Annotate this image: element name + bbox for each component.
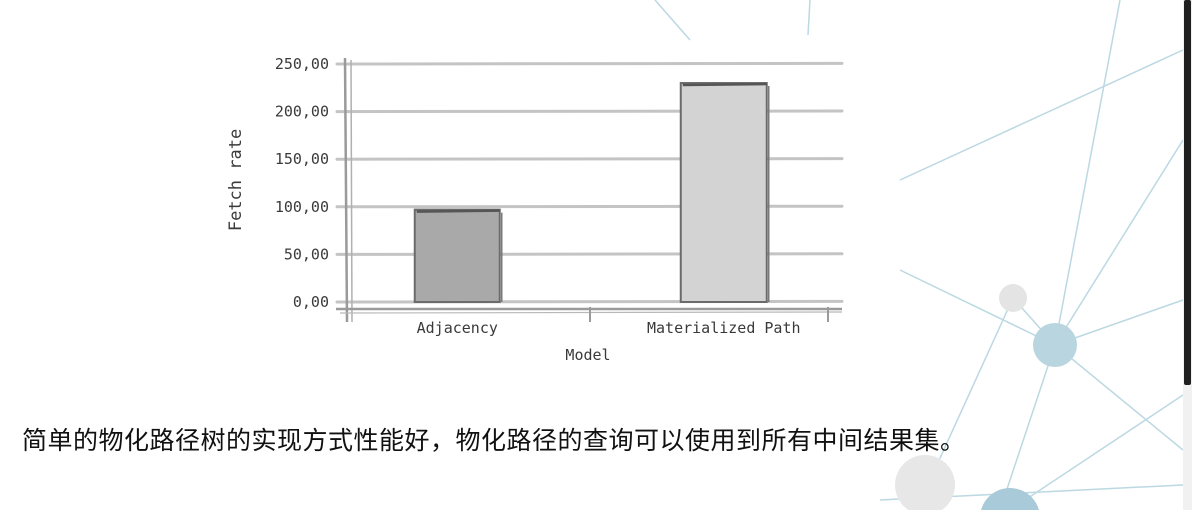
slide-caption: 简单的物化路径树的实现方式性能好，物化路径的查询可以使用到所有中间结果集。 xyxy=(22,426,966,455)
network-node xyxy=(981,488,1039,510)
y-tick-label: 100,00 xyxy=(275,198,329,216)
bar xyxy=(413,208,501,304)
y-tick-labels: 0,00 50,00 100,00 150,00 200,00 250,00 xyxy=(275,55,329,311)
y-tick-label: 0,00 xyxy=(293,293,329,311)
y-tick-label: 250,00 xyxy=(275,55,329,73)
y-tick-label: 200,00 xyxy=(275,103,329,121)
vertical-scrollbar[interactable] xyxy=(1183,0,1192,510)
axes xyxy=(336,57,843,323)
fetch-rate-bar-chart: 0,00 50,00 100,00 150,00 200,00 250,00 Adjace… xyxy=(226,55,844,364)
bar-group xyxy=(413,208,503,304)
bar-top-edge xyxy=(416,209,500,213)
bar-group xyxy=(679,82,770,304)
bars xyxy=(413,82,770,304)
scrollbar-thumb[interactable] xyxy=(1184,0,1191,385)
network-node xyxy=(1033,323,1077,367)
y-axis-label: Fetch rate xyxy=(226,129,246,231)
x-tick-labels: Adjacency Materialized Path xyxy=(417,319,801,337)
bar-top-edge xyxy=(682,82,767,87)
y-axis-line xyxy=(343,57,349,323)
y-axis-line-shadow xyxy=(350,59,353,323)
grid-line xyxy=(335,61,844,66)
x-tick-label: Adjacency xyxy=(417,319,498,337)
network-node xyxy=(895,455,955,510)
y-tick-label: 150,00 xyxy=(275,150,329,168)
bar xyxy=(679,82,768,304)
x-axis-label: Model xyxy=(565,346,610,364)
x-tick-label: Materialized Path xyxy=(647,319,801,337)
y-tick-label: 50,00 xyxy=(284,245,329,263)
network-node xyxy=(999,284,1027,312)
